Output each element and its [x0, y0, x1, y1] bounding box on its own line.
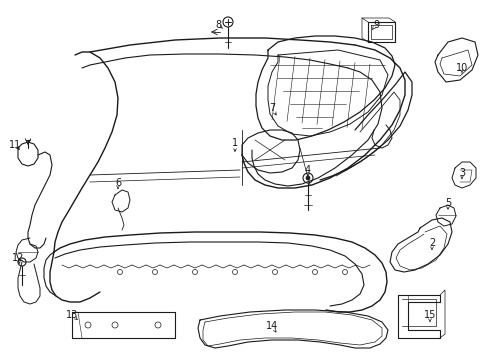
Text: 5: 5	[445, 198, 451, 208]
Text: 12: 12	[12, 253, 24, 263]
Text: 15: 15	[424, 310, 436, 320]
Text: 10: 10	[456, 63, 468, 73]
Text: 11: 11	[9, 140, 21, 150]
Text: 6: 6	[115, 178, 121, 188]
Text: 13: 13	[66, 310, 78, 320]
Text: 1: 1	[232, 138, 238, 148]
Text: 9: 9	[373, 20, 379, 30]
Text: 2: 2	[429, 238, 435, 248]
Circle shape	[306, 176, 310, 180]
Text: 3: 3	[459, 168, 465, 178]
Text: 8: 8	[215, 20, 221, 30]
Text: 14: 14	[266, 321, 278, 331]
Text: 7: 7	[269, 103, 275, 113]
Text: 4: 4	[305, 165, 311, 175]
